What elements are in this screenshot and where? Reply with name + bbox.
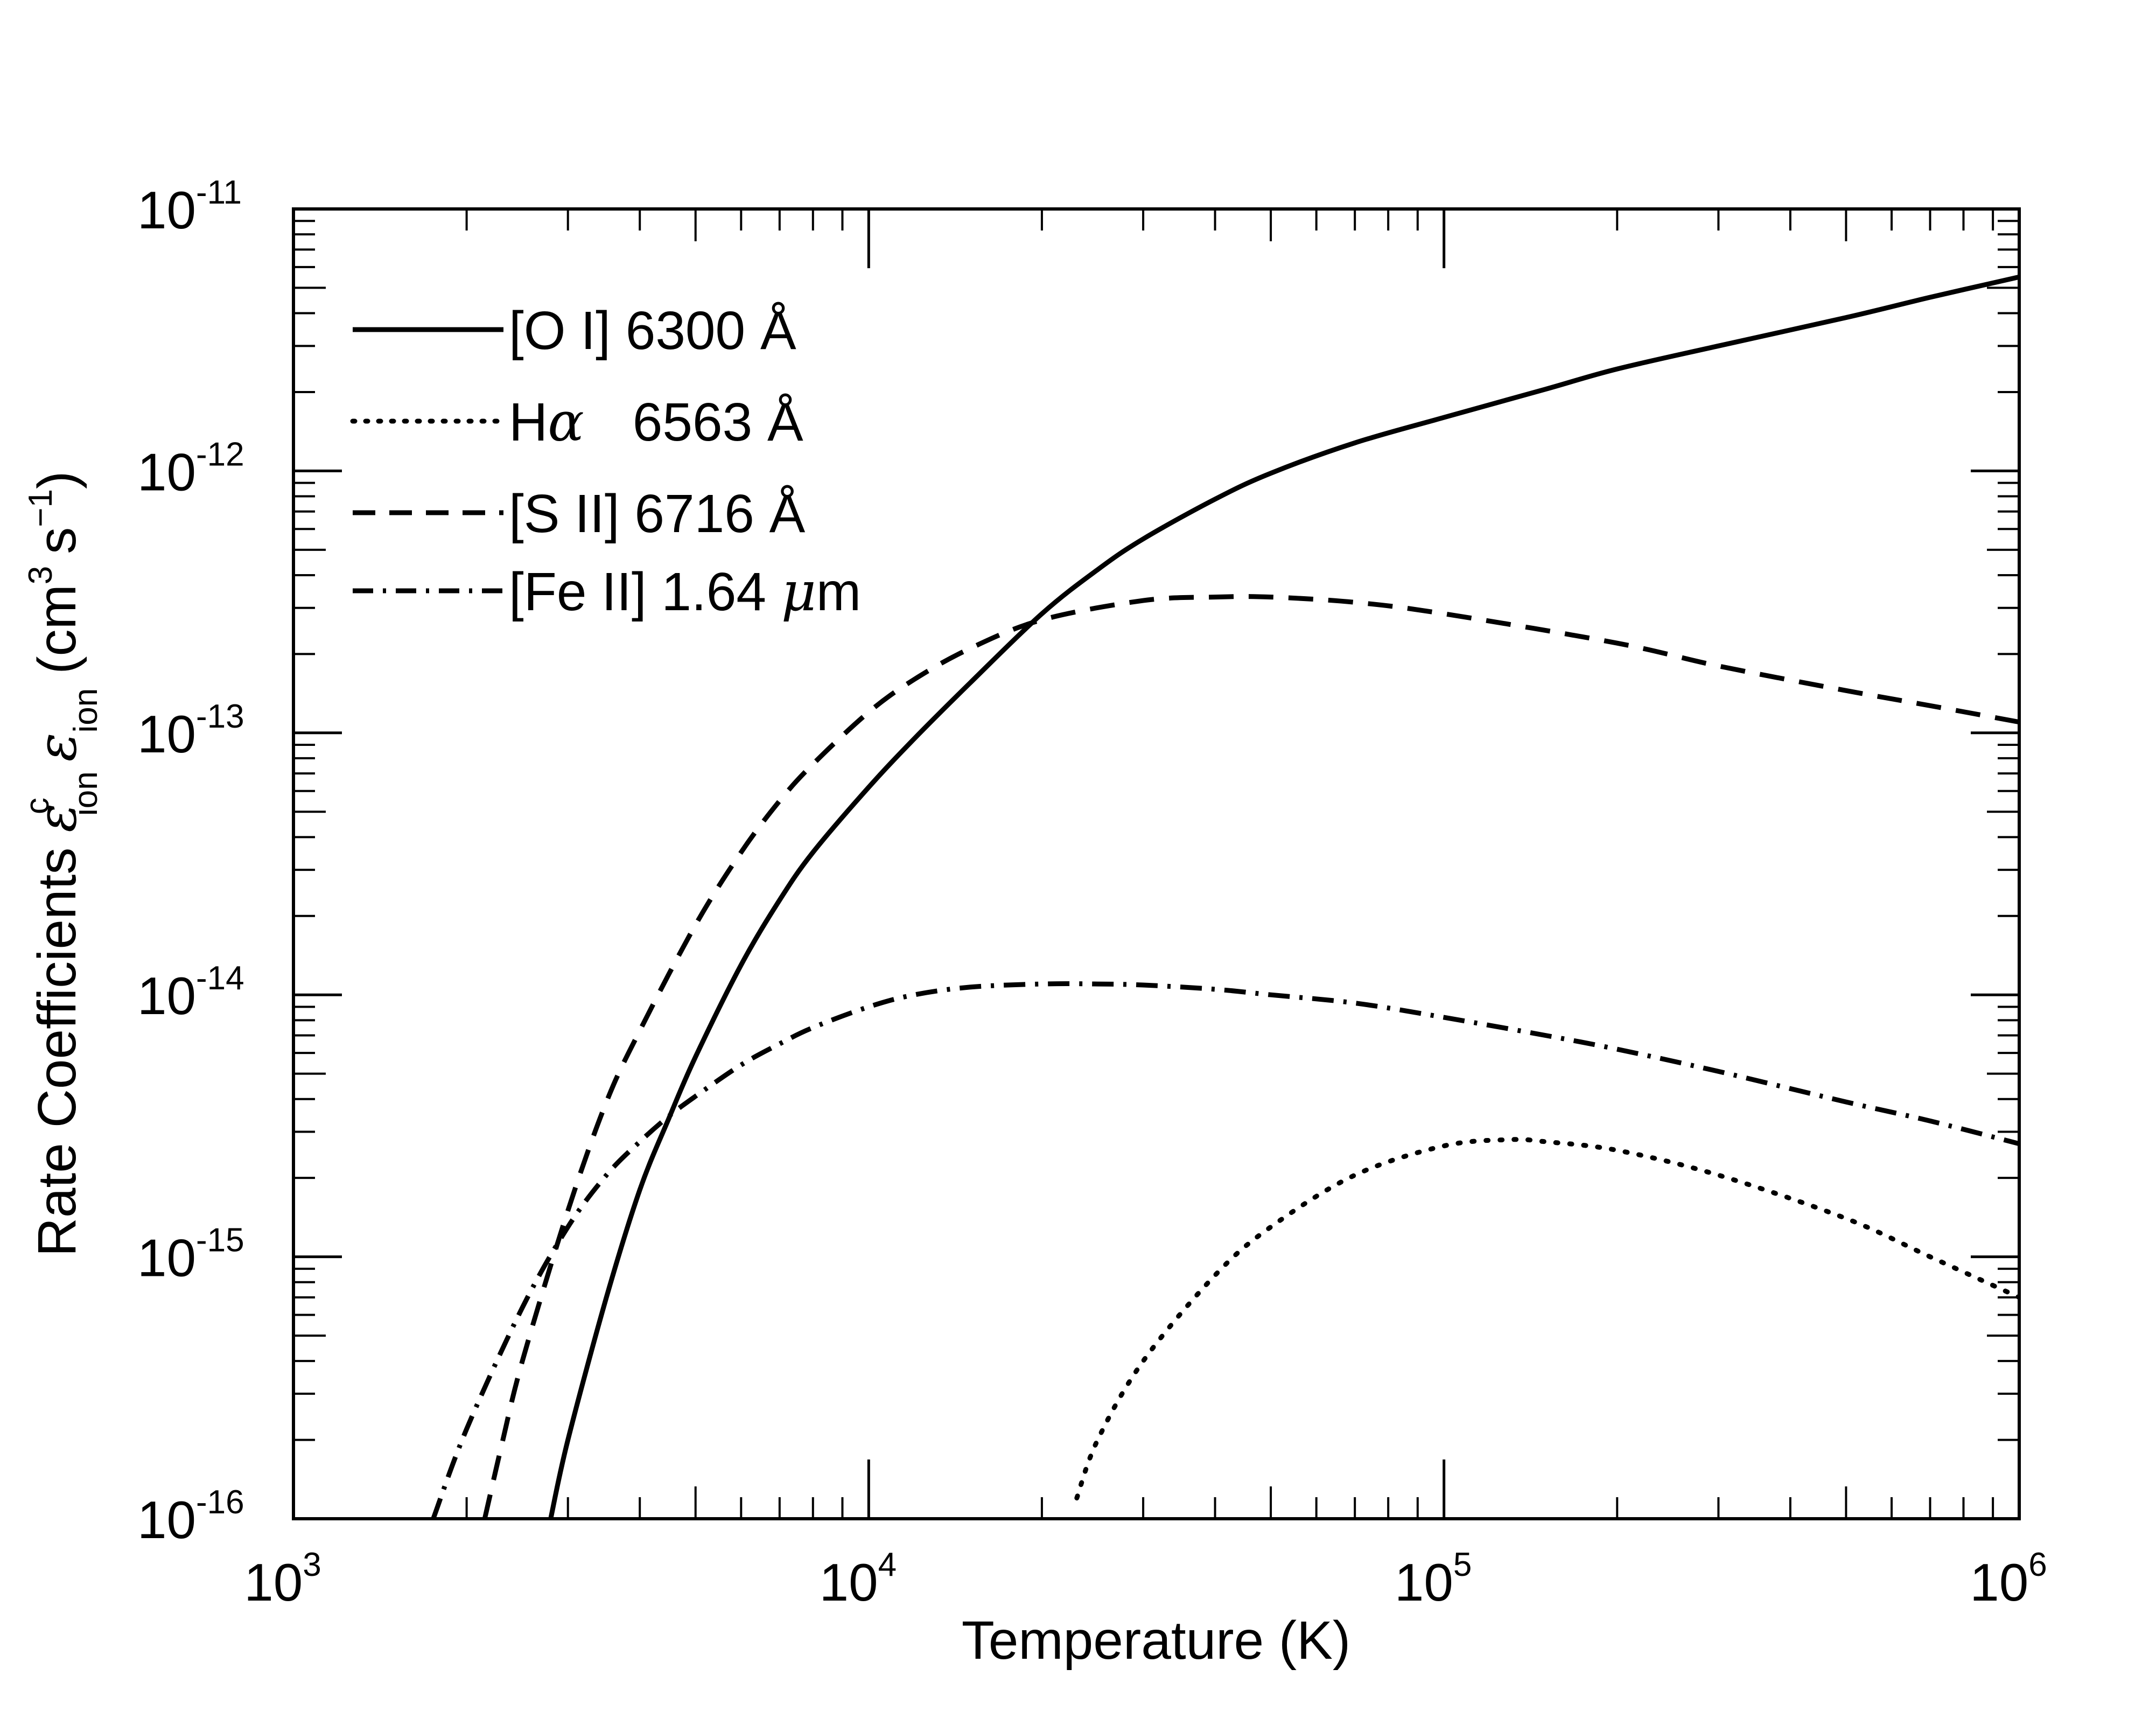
y-axis-title: Rate Coefficientsεc ionεion(cm3s−1) bbox=[19, 471, 104, 1257]
y-tick-label-base: 10 bbox=[137, 1228, 196, 1288]
legend: [O I] 6300 Å Hα 6563 Å [S II] 6716 Å [Fe … bbox=[350, 301, 861, 623]
x-axis-title: Temperature (K) bbox=[962, 1610, 1350, 1671]
legend-label-halpha-suffix: 6563 Å bbox=[633, 392, 803, 452]
x-tick-label: 105 bbox=[1395, 1546, 1472, 1612]
x-tick-label-exp: 5 bbox=[1453, 1546, 1472, 1583]
y-tick-label-exp: -14 bbox=[196, 960, 244, 997]
legend-label-feii-suffix: m bbox=[816, 562, 861, 622]
y-tick-label-base: 10 bbox=[137, 966, 196, 1025]
legend-label-feii-greek: μ bbox=[781, 560, 816, 623]
x-tick-label: 104 bbox=[820, 1546, 897, 1612]
y-tick-label-exp: -11 bbox=[196, 174, 242, 211]
legend-label-halpha-greek: α bbox=[548, 390, 584, 453]
y-tick-label-exp: -16 bbox=[196, 1484, 244, 1521]
y-axis-title-sub-ion2: ion bbox=[67, 688, 104, 733]
y-axis-title-eps1: ε bbox=[25, 804, 88, 833]
y-tick-label: 10-11 bbox=[137, 174, 242, 240]
y-axis-title-units-close: ) bbox=[27, 471, 87, 489]
minor-ticks bbox=[293, 209, 2019, 1519]
y-tick-label: 10-15 bbox=[137, 1222, 244, 1288]
y-axis-title-sup-c: c bbox=[19, 798, 56, 814]
x-tick-label: 103 bbox=[244, 1546, 321, 1612]
y-tick-label: 10-13 bbox=[137, 698, 244, 764]
y-tick-label: 10-16 bbox=[137, 1484, 244, 1549]
legend-label-feii: [Fe II] 1.64 μm bbox=[509, 560, 861, 623]
y-axis-title-eps2: ε bbox=[25, 733, 88, 762]
series-layer bbox=[431, 274, 2019, 1519]
x-tick-labels: 103 104 105 106 bbox=[244, 1546, 2047, 1612]
legend-label-feii-prefix: [Fe II] 1.64 bbox=[509, 562, 781, 622]
y-axis-title-units-exp3: 3 bbox=[22, 566, 59, 584]
series-line-1 bbox=[1074, 1137, 2019, 1500]
y-axis-title-prefix: Rate Coefficients bbox=[27, 848, 87, 1257]
x-tick-label-base: 10 bbox=[1970, 1553, 2028, 1612]
y-tick-label-base: 10 bbox=[137, 180, 196, 240]
y-tick-label-base: 10 bbox=[137, 704, 196, 764]
y-tick-label: 10-12 bbox=[137, 436, 244, 501]
x-tick-label-base: 10 bbox=[1395, 1553, 1453, 1612]
legend-label-halpha: Hα 6563 Å bbox=[509, 390, 803, 453]
x-tick-label-base: 10 bbox=[820, 1553, 878, 1612]
y-tick-label: 10-14 bbox=[137, 960, 244, 1025]
x-tick-label-exp: 3 bbox=[303, 1546, 321, 1583]
y-tick-label-exp: -15 bbox=[196, 1222, 244, 1259]
y-tick-label-base: 10 bbox=[137, 1490, 196, 1549]
x-tick-label-exp: 6 bbox=[2028, 1546, 2047, 1583]
legend-label-sii: [S II] 6716 Å bbox=[509, 484, 806, 544]
y-axis-title-units-exp: −1 bbox=[22, 489, 59, 527]
series-line-3 bbox=[431, 981, 2019, 1519]
series-line-0 bbox=[548, 274, 2019, 1519]
y-axis-title-units-s: s bbox=[27, 527, 87, 554]
x-tick-label: 106 bbox=[1970, 1546, 2047, 1612]
y-tick-label-base: 10 bbox=[137, 442, 196, 501]
y-tick-label-exp: -13 bbox=[196, 698, 244, 735]
y-axis-title-units-open: (cm bbox=[27, 584, 87, 674]
x-tick-label-exp: 4 bbox=[878, 1546, 897, 1583]
legend-label-oi: [O I] 6300 Å bbox=[509, 301, 796, 361]
y-axis-title-sub-ion1: ion bbox=[67, 771, 104, 816]
y-axis-title-text: Rate Coefficientsεc ionεion(cm3s−1) bbox=[19, 471, 104, 1257]
series-line-2 bbox=[482, 594, 2019, 1519]
y-tick-label-exp: -12 bbox=[196, 436, 244, 473]
legend-label-halpha-prefix: H bbox=[509, 392, 548, 452]
plot-frame bbox=[292, 207, 2021, 1520]
x-tick-label-base: 10 bbox=[244, 1553, 303, 1612]
